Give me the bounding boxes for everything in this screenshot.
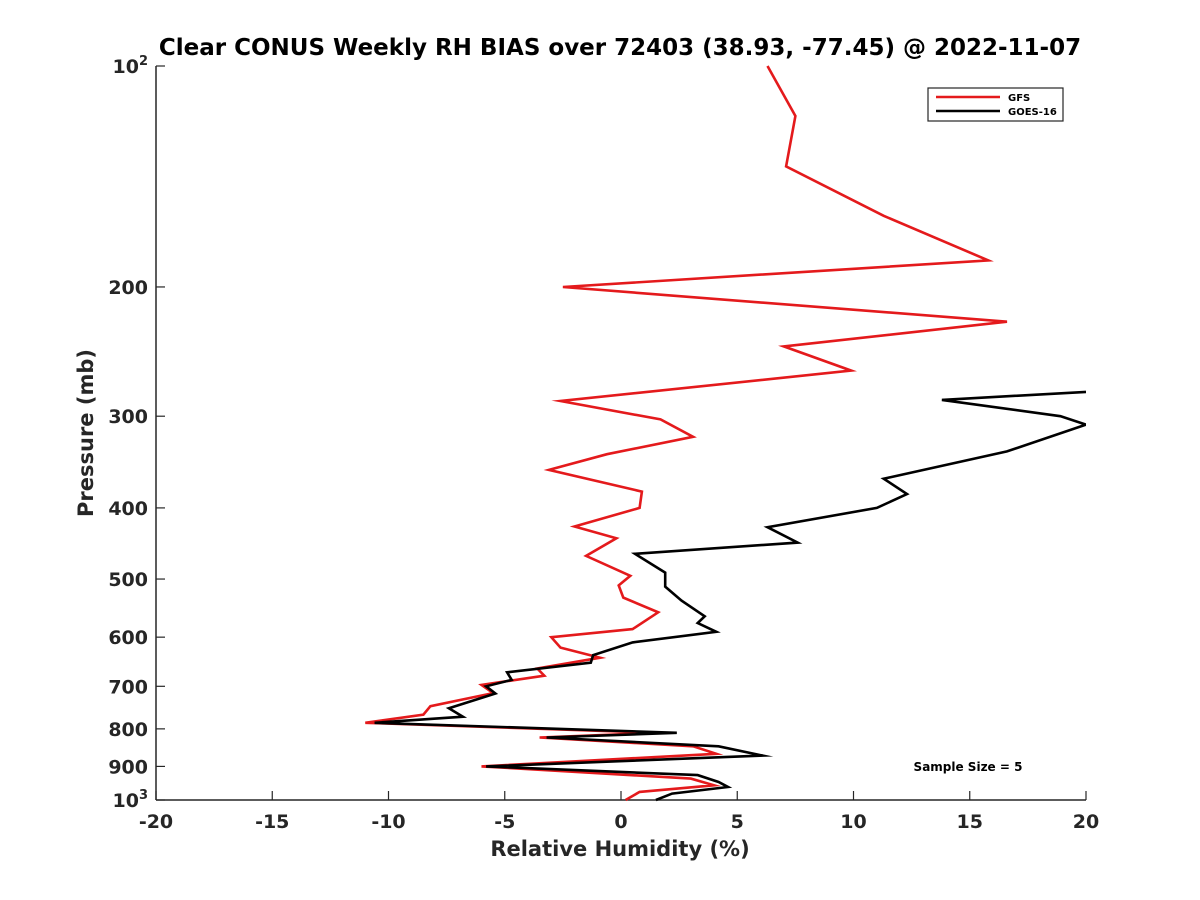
y-tick-label: 103 (113, 788, 149, 812)
x-axis-label: Relative Humidity (%) (490, 837, 749, 861)
y-tick-label: 300 (108, 406, 148, 428)
x-tick-label: -10 (371, 811, 405, 833)
y-tick-label: 400 (108, 498, 148, 520)
x-tick-label: 0 (614, 811, 627, 833)
sample-size-annotation: Sample Size = 5 (914, 760, 1023, 774)
y-tick-label: 900 (108, 756, 148, 778)
y-tick-label: 200 (108, 277, 148, 299)
y-tick-label: 700 (108, 676, 148, 698)
legend-label: GFS (1008, 93, 1030, 104)
x-tick-label: -5 (494, 811, 515, 833)
y-tick-label: 800 (108, 719, 148, 741)
y-tick-label: 102 (113, 54, 149, 78)
labels-group: Clear CONUS Weekly RH BIAS over 72403 (3… (74, 35, 1081, 861)
x-tick-label: 10 (840, 811, 866, 833)
chart-title: Clear CONUS Weekly RH BIAS over 72403 (3… (159, 35, 1081, 61)
series-line-gfs (365, 65, 1008, 802)
legend: GFS GOES-16 (927, 87, 1064, 122)
y-axis-label: Pressure (mb) (74, 349, 98, 517)
series-line-goes-16 (374, 390, 1086, 802)
x-tick-label: -20 (139, 811, 173, 833)
axes-group: -20 -15 -10 -5 0 5 10 15 20 102 200 300 400 500 600 700… (108, 54, 1099, 833)
y-tick-label: 500 (108, 569, 148, 591)
x-tick-label: 5 (731, 811, 744, 833)
x-tick-label: 15 (957, 811, 983, 833)
legend-box (927, 87, 1064, 122)
legend-label: GOES-16 (1008, 107, 1057, 118)
y-tick-label: 600 (108, 627, 148, 649)
x-tick-label: 20 (1073, 811, 1099, 833)
x-tick-label: -15 (255, 811, 289, 833)
series-layer (365, 65, 1086, 802)
